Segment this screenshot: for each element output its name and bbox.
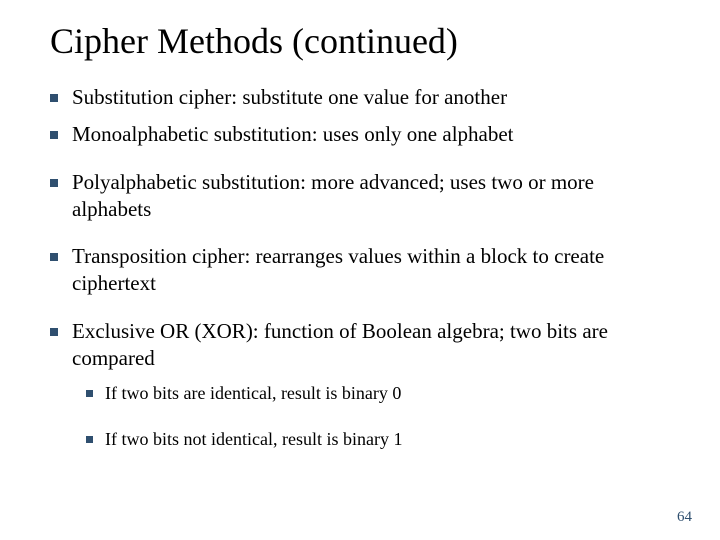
square-bullet-icon xyxy=(50,131,58,139)
main-bullet-list: Substitution cipher: substitute one valu… xyxy=(50,84,675,372)
bullet-text: Monoalphabetic substitution: uses only o… xyxy=(72,121,675,148)
square-bullet-icon xyxy=(86,390,93,397)
page-number: 64 xyxy=(677,509,692,526)
bullet-item: Transposition cipher: rearranges values … xyxy=(50,243,675,298)
bullet-text: Transposition cipher: rearranges values … xyxy=(72,243,675,298)
slide-title: Cipher Methods (continued) xyxy=(50,20,675,62)
bullet-item: Exclusive OR (XOR): function of Boolean … xyxy=(50,318,675,373)
square-bullet-icon xyxy=(86,436,93,443)
square-bullet-icon xyxy=(50,94,58,102)
bullet-text: Polyalphabetic substitution: more advanc… xyxy=(72,169,675,224)
bullet-text: Substitution cipher: substitute one valu… xyxy=(72,84,675,111)
square-bullet-icon xyxy=(50,328,58,336)
sub-bullet-text: If two bits not identical, result is bin… xyxy=(105,428,402,451)
sub-bullet-text: If two bits are identical, result is bin… xyxy=(105,382,401,405)
bullet-item: Substitution cipher: substitute one valu… xyxy=(50,84,675,111)
square-bullet-icon xyxy=(50,253,58,261)
bullet-text: Exclusive OR (XOR): function of Boolean … xyxy=(72,318,675,373)
bullet-item: Monoalphabetic substitution: uses only o… xyxy=(50,121,675,148)
bullet-item: Polyalphabetic substitution: more advanc… xyxy=(50,169,675,224)
sub-bullet-item: If two bits not identical, result is bin… xyxy=(86,428,675,451)
square-bullet-icon xyxy=(50,179,58,187)
slide-container: Cipher Methods (continued) Substitution … xyxy=(0,0,720,493)
sub-bullet-list: If two bits are identical, result is bin… xyxy=(86,382,675,451)
sub-bullet-item: If two bits are identical, result is bin… xyxy=(86,382,675,405)
